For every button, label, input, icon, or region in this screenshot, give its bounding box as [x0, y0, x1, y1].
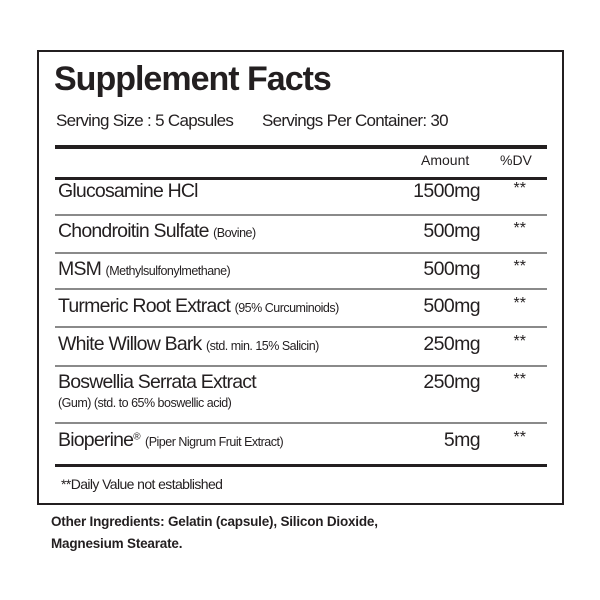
- ingredient-note: (std. min. 15% Salicin): [205, 339, 319, 353]
- amount-header: Amount: [421, 152, 470, 168]
- header-divider: [55, 177, 547, 180]
- ingredient-note: (Gum) (std. to 65% boswellic acid): [58, 396, 232, 410]
- ingredient-row: Boswellia Serrata Extract (Gum) (std. to…: [58, 371, 547, 410]
- other-ingredients: Other Ingredients: Gelatin (capsule), Si…: [51, 511, 378, 555]
- ingredient-dv: **: [513, 333, 526, 350]
- registered-mark: ®: [133, 431, 141, 443]
- ingredient-amount: 500mg: [423, 295, 480, 317]
- ingredient-note: (95% Curcuminoids): [234, 301, 340, 315]
- serving-size: Serving Size : 5 Capsules: [56, 111, 234, 130]
- ingredient-row: Chondroitin Sulfate (Bovine) 500mg **: [58, 220, 547, 243]
- dv-header: %DV: [500, 152, 532, 168]
- ingredient-name: MSM: [58, 258, 102, 280]
- ingredient-row: Bioperine® (Piper Nigrum Fruit Extract) …: [58, 429, 547, 452]
- ingredient-row: White Willow Bark (std. min. 15% Salicin…: [58, 333, 547, 356]
- ingredient-name: White Willow Bark: [58, 333, 202, 355]
- ingredient-note: (Piper Nigrum Fruit Extract): [145, 435, 284, 449]
- other-ingredients-line: Other Ingredients: Gelatin (capsule), Si…: [51, 514, 378, 529]
- ingredient-note: (Bovine): [213, 226, 256, 240]
- ingredient-dv: **: [513, 429, 526, 446]
- ingredient-row: MSM (Methylsulfonylmethane) 500mg **: [58, 258, 547, 281]
- supplement-facts-panel: [37, 50, 564, 505]
- ingredient-dv: **: [513, 295, 526, 312]
- ingredient-amount: 250mg: [423, 371, 480, 393]
- ingredient-dv: **: [513, 371, 526, 388]
- ingredient-amount: 1500mg: [413, 180, 480, 202]
- footnote: **Daily Value not established: [61, 476, 223, 492]
- ingredient-name: Glucosamine HCl: [58, 180, 199, 202]
- ingredient-name: Chondroitin Sulfate: [58, 220, 209, 242]
- ingredient-name: Bioperine: [58, 429, 134, 451]
- ingredient-dv: **: [513, 258, 526, 275]
- ingredient-name: Boswellia Serrata Extract: [58, 371, 257, 393]
- ingredient-name: Turmeric Root Extract: [58, 295, 231, 317]
- ingredient-dv: **: [513, 180, 526, 197]
- ingredient-row: Glucosamine HCl 1500mg **: [58, 180, 547, 203]
- ingredient-dv: **: [513, 220, 526, 237]
- other-ingredients-line: Magnesium Stearate.: [51, 536, 183, 551]
- ingredient-note: (Methylsulfonylmethane): [105, 264, 231, 278]
- ingredient-row: Turmeric Root Extract (95% Curcuminoids)…: [58, 295, 547, 318]
- bottom-divider: [55, 464, 547, 467]
- panel-title: Supplement Facts: [54, 60, 332, 98]
- ingredient-amount: 500mg: [423, 220, 480, 242]
- ingredient-amount: 250mg: [423, 333, 480, 355]
- ingredient-amount: 500mg: [423, 258, 480, 280]
- servings-per-container: Servings Per Container: 30: [262, 111, 449, 130]
- thick-divider: [55, 145, 547, 149]
- ingredient-amount: 5mg: [443, 429, 481, 451]
